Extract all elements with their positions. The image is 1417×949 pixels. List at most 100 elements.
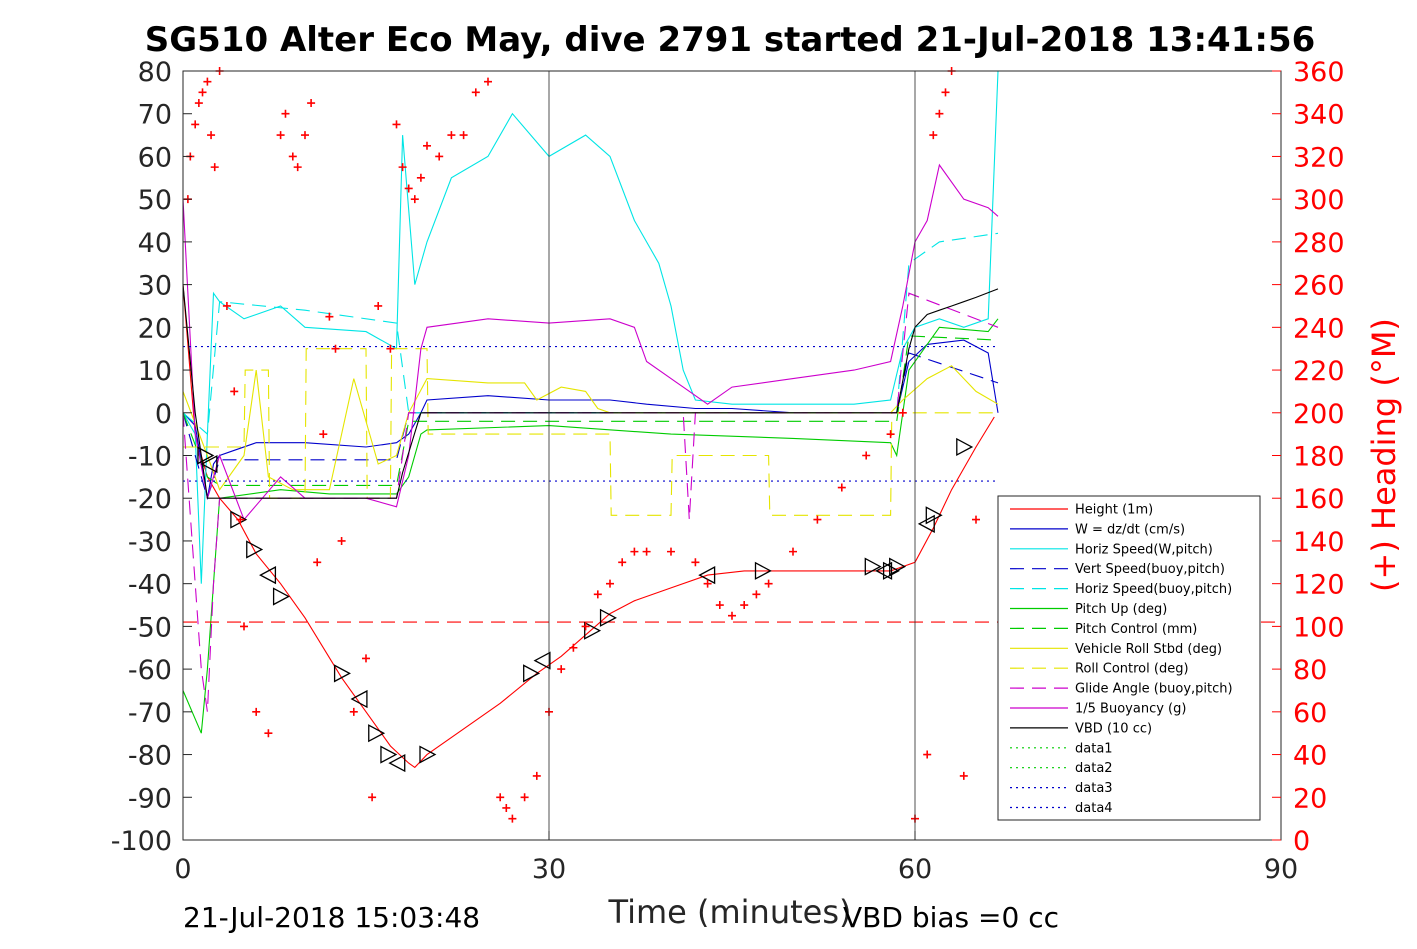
heading-point (276, 131, 285, 140)
heading-point (398, 163, 407, 172)
heading-point (307, 99, 316, 108)
glider-marker (599, 608, 617, 627)
legend-label-pitch-up-deg: Pitch Up (deg) (1075, 602, 1167, 617)
heading-point (502, 803, 511, 812)
y-right-tick-label: 160 (1293, 484, 1345, 515)
glider-marker (259, 566, 277, 585)
legend-label-vbd-10-cc: VBD (10 cc) (1075, 721, 1152, 736)
heading-point (496, 793, 505, 802)
heading-point (935, 109, 944, 118)
heading-point (386, 344, 395, 353)
footer-timestamp: 21-Jul-2018 15:03:48 (183, 901, 480, 934)
y-tick-label: 20 (138, 313, 172, 344)
heading-point (740, 601, 749, 610)
glider-marker (197, 446, 215, 465)
heading-point (210, 163, 219, 172)
legend-entries: Height (1m) W = dz/dt (cm/s) Horiz Speed(W… (1010, 503, 1233, 816)
legend-label-data1: data1 (1075, 741, 1113, 756)
series-line-glide-angle-buoy-pitch (182, 292, 999, 712)
heading-point (691, 558, 700, 567)
heading-point (728, 611, 736, 620)
heading-point (715, 601, 724, 610)
y-tick-label: -50 (128, 612, 172, 643)
heading-point (191, 120, 200, 129)
heading-point (368, 793, 377, 802)
series-line-height-1m (182, 284, 995, 769)
footer-vbd-bias: VBD bias =0 cc (843, 901, 1059, 934)
heading-layer (183, 67, 980, 823)
heading-point (642, 547, 651, 556)
heading-point (923, 750, 932, 759)
y-right-tick-label: 60 (1293, 698, 1327, 729)
heading-point (240, 622, 248, 631)
y-right-tick-label: 340 (1293, 100, 1345, 131)
heading-point (313, 558, 322, 567)
series-line-w-dz-dt-cm-s (182, 339, 999, 499)
glider-marker (864, 557, 882, 576)
heading-point (203, 77, 212, 86)
y-right-tick-label: 280 (1293, 228, 1345, 259)
y-tick-label: -20 (128, 484, 172, 515)
heading-point (862, 451, 871, 460)
y-right-tick-label: 320 (1293, 142, 1345, 173)
heading-point (349, 707, 358, 716)
heading-point (886, 430, 895, 439)
legend-label-horiz-speed-w-pitch: Horiz Speed(W,pitch) (1075, 542, 1213, 557)
heading-point (281, 109, 290, 118)
heading-point (898, 408, 907, 417)
heading-point (392, 120, 401, 129)
legend-label-pitch-control-mm: Pitch Control (mm) (1075, 622, 1197, 637)
heading-point (520, 793, 529, 802)
y-tick-label: 50 (138, 185, 172, 216)
y-tick-label: -60 (128, 655, 172, 686)
heading-point (630, 547, 639, 556)
y-tick-label: -10 (128, 442, 172, 473)
y-right-tick-label: 40 (1293, 741, 1327, 772)
axis-layer: 0 30 60 9080706050403020100-10-20-30-40-50-… (111, 57, 1345, 885)
legend-label-vehicle-roll-stbd-deg: Vehicle Roll Stbd (deg) (1075, 642, 1222, 657)
glider-marker (272, 587, 290, 606)
heading-point (508, 814, 517, 823)
heading-point (941, 88, 950, 97)
glider-marker (889, 557, 907, 576)
x-tick-label: 0 (174, 854, 191, 885)
heading-point (319, 430, 328, 439)
heading-point (813, 515, 822, 524)
heading-point (569, 643, 578, 652)
y-right-axis-label: (+) Heading (°M) (1365, 318, 1403, 592)
heading-point (929, 131, 938, 140)
heading-point (667, 547, 675, 556)
heading-point (264, 729, 273, 738)
glider-marker (333, 664, 351, 683)
x-tick-label: 60 (898, 854, 932, 885)
heading-point (459, 131, 468, 140)
glider-marker (925, 506, 943, 525)
heading-point (789, 547, 797, 556)
y-tick-label: 70 (138, 100, 172, 131)
glider-marker (380, 745, 398, 764)
glider-marker (956, 437, 974, 457)
series-line-roll-control-deg (183, 348, 998, 516)
heading-point (435, 152, 444, 161)
x-tick-label: 90 (1264, 854, 1298, 885)
x-tick-label: 30 (532, 854, 566, 885)
y-tick-label: -100 (111, 826, 172, 857)
y-right-tick-label: 0 (1293, 826, 1310, 857)
heading-point (293, 163, 302, 172)
y-right-tick-label: 200 (1293, 399, 1345, 430)
y-tick-label: -40 (128, 570, 172, 601)
legend-label-horiz-speed-buoy-pitch: Horiz Speed(buoy,pitch) (1075, 582, 1232, 597)
y-right-tick-label: 240 (1293, 313, 1345, 344)
y-right-tick-label: 260 (1293, 271, 1345, 302)
glider-marker (350, 689, 368, 709)
heading-point (447, 131, 456, 140)
y-tick-label: 80 (138, 57, 172, 88)
heading-point (764, 579, 773, 588)
series-line-horiz-speed-buoy-pitch (182, 232, 999, 436)
legend-label-data2: data2 (1075, 761, 1113, 776)
heading-point (618, 558, 627, 567)
glider-marker (523, 664, 541, 683)
legend-label-vert-speed-buoy-pitch: Vert Speed(buoy,pitch) (1075, 562, 1225, 577)
